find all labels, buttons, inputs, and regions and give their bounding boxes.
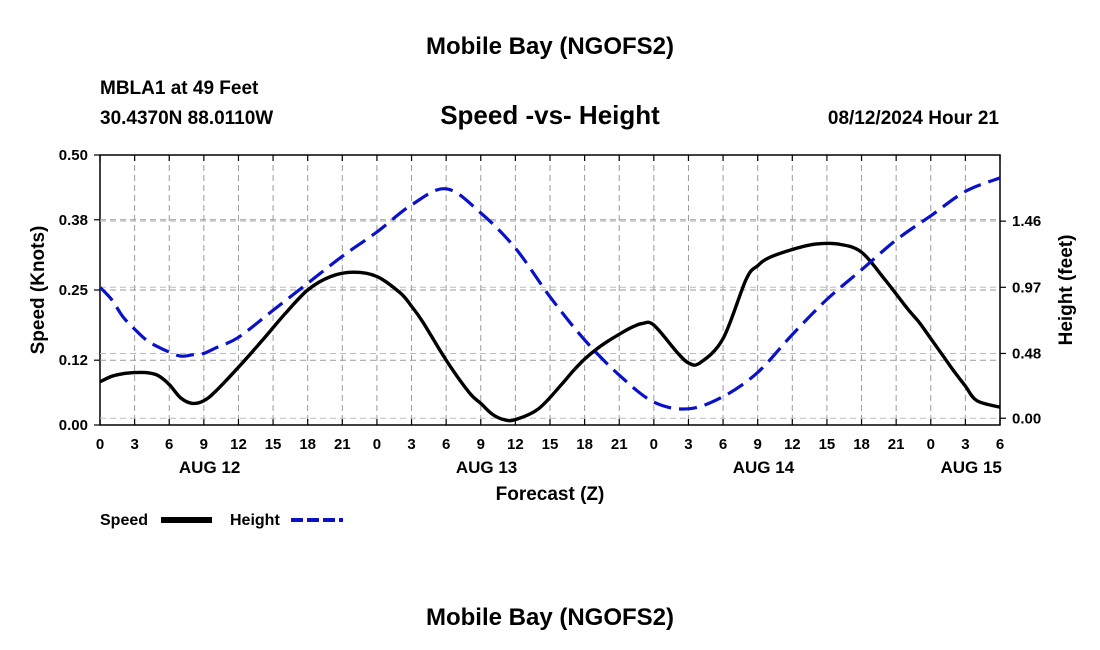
- date-label: AUG 12: [179, 458, 240, 477]
- y-tick-label: 0.25: [59, 282, 88, 299]
- x-tick-label: 12: [784, 436, 801, 453]
- date-label: AUG 13: [456, 458, 517, 477]
- x-tick-label: 18: [576, 436, 593, 453]
- x-tick-label: 15: [542, 436, 559, 453]
- x-tick-label: 9: [754, 436, 762, 453]
- x-tick-label: 6: [719, 436, 727, 453]
- y-tick-label: 0.50: [59, 147, 88, 164]
- y2-axis-title: Height (feet): [1056, 235, 1077, 346]
- x-tick-label: 0: [650, 436, 658, 453]
- x-axis-title: Forecast (Z): [496, 484, 605, 505]
- y2-tick-label: 0.48: [1012, 345, 1041, 362]
- x-tick-label: 3: [961, 436, 969, 453]
- x-tick-label: 9: [200, 436, 208, 453]
- date-label: AUG 14: [733, 458, 795, 477]
- legend-height-label: Height: [230, 512, 280, 529]
- x-tick-label: 9: [477, 436, 485, 453]
- x-tick-label: 3: [130, 436, 138, 453]
- legend: Speed Height: [100, 512, 343, 529]
- x-tick-label: 15: [819, 436, 836, 453]
- y2-tick-label: 0.97: [1012, 279, 1041, 296]
- x-tick-label: 12: [230, 436, 247, 453]
- station-coords: 30.4370N 88.0110W: [100, 108, 273, 129]
- station-label: MBLA1 at 49 Feet: [100, 78, 259, 99]
- chart-subtitle: Speed -vs- Height: [440, 100, 660, 130]
- x-tick-label: 21: [888, 436, 905, 453]
- x-tick-label: 18: [853, 436, 870, 453]
- y-tick-label: 0.12: [59, 352, 88, 369]
- x-tick-label: 6: [442, 436, 450, 453]
- x-tick-label: 3: [684, 436, 692, 453]
- y2-tick-label: 0.00: [1012, 410, 1041, 427]
- legend-speed-label: Speed: [100, 512, 148, 529]
- x-tick-label: 18: [299, 436, 316, 453]
- y2-tick-label: 1.46: [1012, 213, 1041, 230]
- x-tick-label: 0: [96, 436, 104, 453]
- x-tick-label: 0: [927, 436, 935, 453]
- x-tick-label: 6: [996, 436, 1004, 453]
- page-title: Mobile Bay (NGOFS2): [426, 33, 674, 60]
- height-series-line: [98, 176, 1001, 411]
- date-label: AUG 15: [940, 458, 1001, 477]
- x-tick-label: 3: [407, 436, 415, 453]
- x-tick-label: 15: [265, 436, 282, 453]
- x-tick-label: 12: [507, 436, 524, 453]
- axes: 0 3 6 9 12 15 18 21 0 3 6 9 12 15 18 21 0 3 6 9 12 15 18 21 0 3 60…: [59, 147, 1041, 477]
- series: [98, 176, 1001, 423]
- y-tick-label: 0.38: [59, 212, 88, 229]
- forecast-datetime: 08/12/2024 Hour 21: [828, 108, 1000, 129]
- x-tick-label: 6: [165, 436, 173, 453]
- speed-series-line: [99, 241, 1001, 423]
- x-tick-label: 21: [611, 436, 628, 453]
- x-tick-label: 0: [373, 436, 381, 453]
- y-tick-label: 0.00: [59, 417, 88, 434]
- y-axis-title: Speed (Knots): [28, 226, 49, 355]
- grid-lines: [100, 155, 1000, 425]
- footer-title: Mobile Bay (NGOFS2): [426, 604, 674, 631]
- x-tick-label: 21: [334, 436, 351, 453]
